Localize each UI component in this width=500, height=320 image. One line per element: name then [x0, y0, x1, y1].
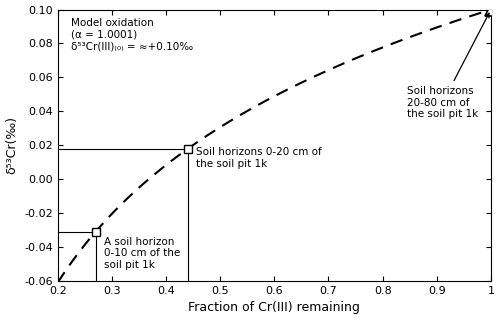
Text: Model oxidation
(α = 1.0001)
δ⁵³Cr(III)₍₀₎ = ≈+0.10‰: Model oxidation (α = 1.0001) δ⁵³Cr(III)₍… — [72, 18, 194, 51]
X-axis label: Fraction of Cr(III) remaining: Fraction of Cr(III) remaining — [188, 301, 360, 315]
Text: A soil horizon
0-10 cm of the
soil pit 1k: A soil horizon 0-10 cm of the soil pit 1… — [104, 237, 180, 270]
Text: Soil horizons 0-20 cm of
the soil pit 1k: Soil horizons 0-20 cm of the soil pit 1k — [196, 147, 322, 169]
Text: Soil horizons
20-80 cm of
the soil pit 1k: Soil horizons 20-80 cm of the soil pit 1… — [407, 13, 489, 119]
Y-axis label: δ⁵³Cr(‰): δ⁵³Cr(‰) — [6, 116, 18, 174]
